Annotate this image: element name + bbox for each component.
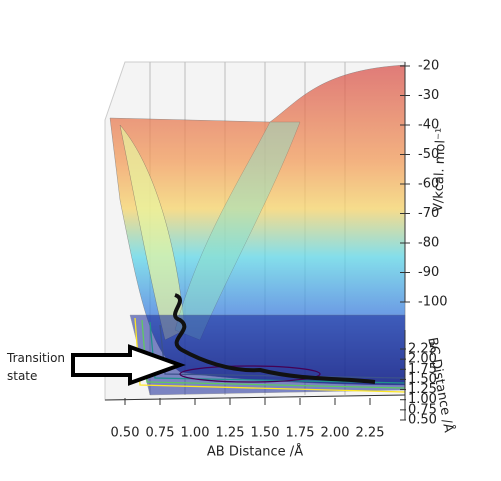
- x-tick-label: 0.50: [111, 426, 140, 441]
- z-tick-label: -50: [418, 147, 439, 162]
- contours: [134, 293, 406, 393]
- x-tick-label: 1.50: [251, 426, 280, 441]
- z-tick-label: -40: [418, 118, 439, 133]
- x-tick-label: 2.00: [321, 426, 350, 441]
- z-tick-label: -80: [418, 236, 439, 251]
- annotation-text: Transition state: [6, 351, 65, 383]
- y-tick-label: 0.50: [408, 413, 437, 428]
- z-tick-label: -30: [418, 88, 439, 103]
- z-axis-label: V/kcal. mol⁻¹: [431, 128, 449, 213]
- z-tick-label: -60: [418, 177, 439, 192]
- annotation: Transition state: [6, 344, 186, 386]
- axes: [104, 62, 406, 420]
- x-tick-label: 2.25: [356, 426, 385, 441]
- y-tick-label: 0.75: [408, 402, 437, 417]
- y-tick-label: 1.75: [408, 362, 437, 377]
- x-tick-label: 1.25: [216, 426, 245, 441]
- y-tick-label: 1.00: [408, 392, 437, 407]
- x-tick-label: 1.75: [286, 426, 315, 441]
- x-tick-label: 1.00: [181, 426, 210, 441]
- y-tick-label: 2.00: [408, 352, 437, 367]
- z-tick-label: -20: [418, 59, 439, 74]
- y-tick-label: 1.25: [408, 382, 437, 397]
- y-tick-label: 1.50: [408, 372, 437, 387]
- z-tick-label: -70: [418, 206, 439, 221]
- y-tick-label: 2.25: [408, 342, 437, 357]
- x-axis-label: AB Distance /Å: [207, 444, 303, 460]
- z-tick-label: -90: [418, 265, 439, 280]
- x-tick-label: 0.75: [146, 426, 175, 441]
- z-tick-label: -100: [418, 295, 448, 310]
